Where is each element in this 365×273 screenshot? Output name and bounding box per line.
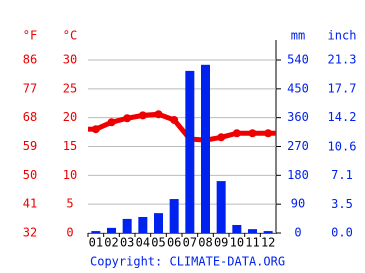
y-tick-label: 3.5 <box>331 197 353 211</box>
y-tick-label: 21.3 <box>328 53 357 67</box>
y-tick-label: 30 <box>63 53 77 67</box>
bar <box>107 227 116 233</box>
bar <box>201 64 210 233</box>
y-tick-label: 90 <box>291 197 305 211</box>
y-tick-label: 10.6 <box>328 139 357 153</box>
temperature-point <box>170 115 179 124</box>
y-tick-label: 50 <box>23 168 37 182</box>
temperature-point <box>264 129 273 138</box>
y-tick-label: 68 <box>23 110 37 124</box>
bar <box>232 224 242 233</box>
x-tick-label: 05 <box>151 236 165 250</box>
temperature-point <box>154 110 163 119</box>
bar <box>138 216 148 233</box>
axis-label: inch <box>328 29 357 43</box>
y-tick-label: 41 <box>23 197 37 211</box>
y-tick-label: 540 <box>287 53 309 67</box>
x-tick-label: 08 <box>198 236 212 250</box>
y-tick-label: 86 <box>23 53 37 67</box>
bar <box>169 199 179 233</box>
footer: Copyright: CLIMATE-DATA.ORG <box>90 255 285 269</box>
y-tick-label: 10 <box>63 168 77 182</box>
bar <box>91 231 101 233</box>
bar <box>122 218 132 233</box>
y-tick-label: 14.2 <box>328 110 357 124</box>
y-tick-label: 20 <box>63 110 77 124</box>
axis-label: °C <box>63 29 77 43</box>
y-tick-label: 180 <box>287 168 309 182</box>
y-tick-label: 450 <box>287 81 309 95</box>
x-tick-label: 09 <box>214 236 228 250</box>
y-tick-label: 77 <box>23 81 37 95</box>
temperature-point <box>123 114 132 123</box>
temperature-point <box>232 129 241 138</box>
x-tick-label: 04 <box>136 236 150 250</box>
y-tick-label: 7.1 <box>331 168 353 182</box>
y-tick-label: 32 <box>23 226 37 240</box>
y-tick-label: 360 <box>287 110 309 124</box>
x-tick-label: 12 <box>261 236 275 250</box>
x-tick-label: 11 <box>245 236 259 250</box>
y-tick-label: 25 <box>63 81 77 95</box>
y-tick-label: 0.0 <box>331 226 353 240</box>
x-tick-label: 07 <box>183 236 197 250</box>
axis-label: °F <box>23 29 37 43</box>
x-tick-label: 02 <box>104 236 118 250</box>
y-tick-label: 5 <box>66 197 73 211</box>
bar <box>248 229 257 233</box>
temperature-point <box>138 111 147 120</box>
y-tick-label: 270 <box>287 139 309 153</box>
y-tick-label: 17.7 <box>328 82 357 96</box>
y-tick-label: 0 <box>294 226 301 240</box>
bar <box>154 213 163 233</box>
temperature-point <box>91 125 100 134</box>
x-tick-label: 01 <box>89 236 103 250</box>
x-tick-label: 10 <box>230 236 244 250</box>
axis-label: mm <box>291 29 305 43</box>
temperature-point <box>248 129 257 138</box>
bar <box>216 181 226 233</box>
bar <box>185 70 195 233</box>
y-tick-label: 59 <box>23 139 37 153</box>
bar <box>263 231 273 233</box>
y-tick-label: 15 <box>63 139 77 153</box>
x-tick-label: 03 <box>120 236 134 250</box>
temperature-point <box>217 133 226 142</box>
temperature-point <box>107 118 116 127</box>
x-tick-label: 06 <box>167 236 181 250</box>
y-tick-label: 0 <box>66 226 73 240</box>
